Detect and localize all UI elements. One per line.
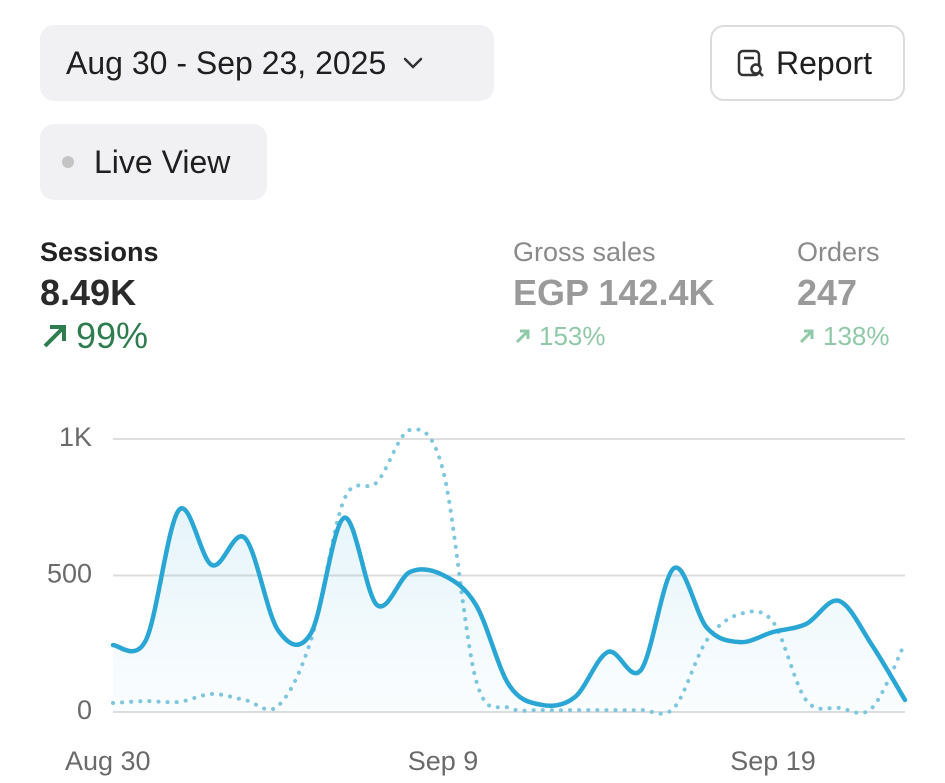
x-tick-label: Aug 30 (65, 746, 151, 776)
x-tick-label: Sep 9 (408, 746, 479, 776)
metric-value: EGP 142.4K (513, 272, 715, 313)
live-view-button[interactable]: Live View (40, 124, 267, 200)
area-fill (113, 508, 905, 712)
report-label: Report (776, 44, 873, 81)
live-view-label: Live View (94, 143, 231, 180)
metric[interactable]: Orders 247 138% (797, 234, 890, 356)
y-tick-label: 500 (47, 559, 92, 589)
metric-change: 138% (823, 321, 890, 351)
y-tick-label: 0 (77, 695, 92, 725)
status-dot (62, 156, 74, 168)
metric-label: Orders (797, 237, 880, 267)
metric[interactable]: Gross sales EGP 142.4K 153% (513, 234, 714, 356)
metric-value: 8.49K (40, 272, 137, 313)
metric-change-row: 99% (40, 316, 159, 356)
date-range: Aug 30 - Sep 23, 2025 (66, 44, 387, 81)
metric-label: Gross sales (513, 237, 656, 267)
up-arrow (799, 329, 814, 344)
metric-label: Sessions (40, 237, 159, 267)
up-arrow (515, 329, 530, 344)
metric-change: 99% (76, 315, 149, 356)
report-icon (737, 49, 764, 77)
metric[interactable]: Sessions 8.49K 99% (40, 234, 159, 356)
metric-change-row: 153% (513, 316, 714, 356)
date-range-button[interactable]: Aug 30 - Sep 23, 2025 (40, 25, 494, 101)
series-line (110, 506, 908, 708)
y-tick-label: 1K (59, 422, 92, 452)
metric-change-row: 138% (797, 316, 890, 356)
metric-change: 153% (539, 321, 606, 351)
chevron-icon (404, 57, 423, 69)
x-tick-label: Sep 19 (730, 746, 816, 776)
report-button[interactable]: Report (710, 25, 905, 101)
up-arrow (43, 325, 66, 348)
metric-value: 247 (797, 272, 858, 313)
